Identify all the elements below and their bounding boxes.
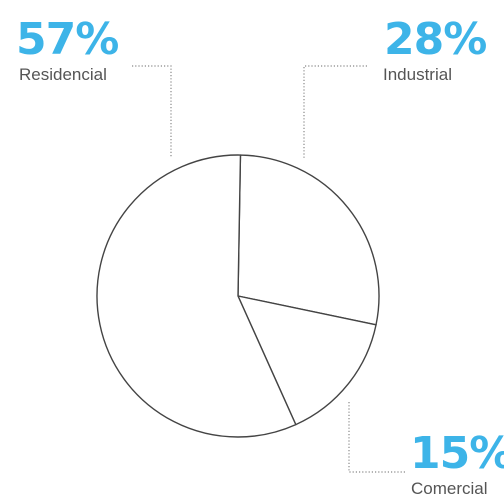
leader-lines: [132, 65, 406, 473]
pie-slice-industrial: [237, 154, 380, 326]
category-label-industrial: Industrial: [383, 65, 452, 84]
leader-line-residencial: [132, 65, 172, 158]
category-label-residencial: Residencial: [19, 65, 107, 84]
category-label-comercial: Comercial: [411, 479, 488, 498]
leader-line-comercial: [348, 402, 406, 473]
pie-slice-residencial: [96, 154, 297, 438]
pct-label-residencial: 57%: [16, 14, 119, 65]
pie-slice-comercial: [237, 295, 377, 426]
pct-label-industrial: 28%: [384, 14, 487, 65]
pct-label-comercial: 15%: [410, 428, 504, 479]
leader-line-industrial: [303, 65, 367, 158]
pie-slices: [96, 154, 380, 438]
